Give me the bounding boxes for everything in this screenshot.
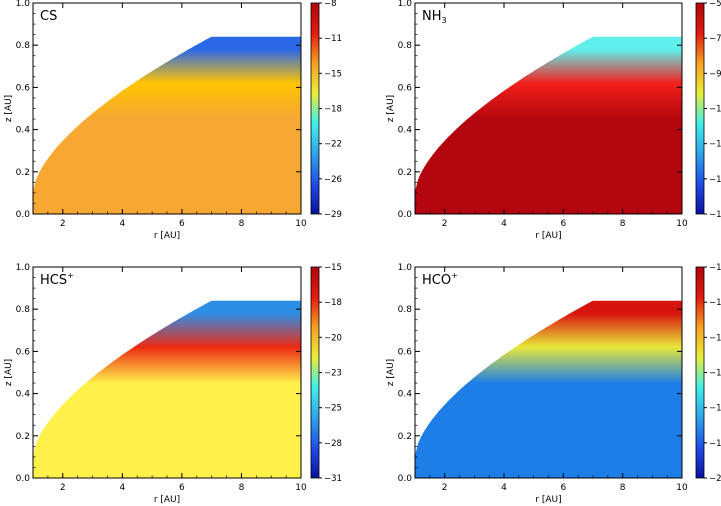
y-tick-label: 0.6 [16, 347, 31, 357]
y-tick-label: 0.4 [398, 126, 413, 136]
y-tick-label: 0.8 [16, 41, 31, 51]
y-tick-label: 0.2 [398, 168, 412, 178]
x-tick-label: 6 [560, 483, 566, 493]
colorbar [310, 2, 320, 215]
panel-2: 2 4 6 8 10 0.0 0.2 0.4 0.6 0.8 1.0 r [AU] z [AU] NH3 −… [386, 0, 721, 241]
y-tick-label: 0.2 [16, 432, 30, 442]
y-axis-label: z [AU] [4, 95, 14, 122]
panel-title: HCO+ [422, 271, 458, 288]
colorbar-tick-label: −20 [709, 474, 721, 484]
x-tick-label: 10 [676, 483, 688, 493]
colorbar-tick-label: −22 [324, 140, 342, 150]
colorbar-tick-label: −9 [709, 69, 721, 79]
x-axis-label: r [AU] [535, 495, 561, 505]
y-axis-label: z [AU] [386, 95, 396, 122]
panel-title: HCS+ [40, 271, 74, 288]
y-tick-label: 0.2 [398, 432, 412, 442]
x-tick-label: 6 [179, 219, 185, 229]
colorbar-tick-label: −23 [324, 369, 342, 379]
abundance-map [33, 36, 301, 214]
x-tick-label: 8 [620, 219, 626, 229]
x-tick-label: 4 [501, 483, 507, 493]
abundance-map [415, 36, 682, 214]
colorbar-tick-label: −15 [709, 333, 721, 343]
y-tick-label: 1.0 [16, 0, 31, 9]
panel-3: 2 4 6 8 10 0.0 0.2 0.4 0.6 0.8 1.0 r [AU] z [AU] HCS+… [4, 263, 342, 505]
y-tick-label: 0.6 [398, 347, 413, 357]
y-tick-label: 0.8 [398, 305, 413, 315]
panel-title: NH3 [422, 9, 447, 25]
x-axis-label: r [AU] [535, 231, 561, 241]
colorbar-tick-label: −17 [709, 404, 721, 414]
y-tick-label: 0.2 [16, 168, 30, 178]
y-tick-label: 0.0 [16, 210, 31, 220]
colorbar-tick-label: −20 [324, 333, 342, 343]
x-tick-label: 10 [295, 483, 307, 493]
colorbar-tick-label: −31 [324, 474, 342, 484]
colorbar [310, 266, 320, 479]
x-tick-label: 10 [295, 219, 307, 229]
y-tick-label: 1.0 [398, 263, 413, 273]
colorbar-tick-label: −5 [709, 0, 721, 9]
y-tick-label: 0.4 [398, 390, 413, 400]
y-tick-label: 0.8 [398, 41, 413, 51]
colorbar-tick-label: −13 [709, 140, 721, 150]
colorbar-tick-label: −11 [709, 105, 721, 115]
colorbar-tick-label: −11 [324, 34, 342, 44]
y-tick-label: 0.6 [398, 83, 413, 93]
colorbar [695, 2, 705, 215]
colorbar-tick-label: −18 [709, 210, 721, 220]
y-tick-label: 0.4 [16, 126, 31, 136]
x-tick-label: 2 [60, 219, 66, 229]
y-tick-label: 0.0 [398, 474, 413, 484]
colorbar-tick-label: −26 [324, 175, 342, 185]
colorbar-tick-label: −15 [709, 175, 721, 185]
x-tick-label: 2 [442, 483, 448, 493]
x-tick-label: 4 [501, 219, 507, 229]
abundance-map [33, 300, 301, 478]
x-axis-label: r [AU] [154, 495, 180, 505]
colorbar-tick-label: −18 [324, 298, 342, 308]
colorbar-tick-label: −29 [324, 210, 342, 220]
colorbar-tick-label: −12 [709, 263, 721, 273]
panel-4: 2 4 6 8 10 0.0 0.2 0.4 0.6 0.8 1.0 r [AU] z [AU] HCO+… [386, 263, 721, 505]
colorbar-tick-label: −18 [324, 105, 342, 115]
colorbar-tick-label: −19 [709, 439, 721, 449]
y-tick-label: 1.0 [16, 263, 31, 273]
y-axis-label: z [AU] [386, 359, 396, 386]
x-tick-label: 8 [239, 219, 245, 229]
x-tick-label: 2 [442, 219, 448, 229]
colorbar-tick-label: −15 [324, 263, 342, 273]
y-tick-label: 1.0 [398, 0, 413, 9]
colorbar-tick-label: −25 [324, 404, 342, 414]
colorbar [695, 266, 705, 479]
colorbar-tick-label: −8 [324, 0, 337, 9]
colorbar-tick-label: −7 [709, 34, 721, 44]
colorbar-tick-label: −28 [324, 439, 342, 449]
x-axis-label: r [AU] [154, 231, 180, 241]
y-tick-label: 0.4 [16, 390, 31, 400]
y-axis-label: z [AU] [4, 359, 14, 386]
x-tick-label: 2 [60, 483, 66, 493]
y-tick-label: 0.8 [16, 305, 31, 315]
panel-1: 2 4 6 8 10 0.0 0.2 0.4 0.6 0.8 1.0 r [AU] z [AU] CS −8… [4, 0, 342, 241]
x-tick-label: 6 [179, 483, 185, 493]
colorbar-tick-label: −13 [709, 298, 721, 308]
colorbar-tick-label: −15 [324, 69, 342, 79]
x-tick-label: 10 [676, 219, 688, 229]
abundance-map [415, 300, 682, 478]
x-tick-label: 4 [119, 483, 125, 493]
x-tick-label: 8 [620, 483, 626, 493]
panel-title: CS [40, 9, 57, 24]
colorbar-tick-label: −16 [709, 369, 721, 379]
y-tick-label: 0.0 [16, 474, 31, 484]
x-tick-label: 6 [560, 219, 566, 229]
y-tick-label: 0.0 [398, 210, 413, 220]
x-tick-label: 8 [239, 483, 245, 493]
y-tick-label: 0.6 [16, 83, 31, 93]
x-tick-label: 4 [119, 219, 125, 229]
